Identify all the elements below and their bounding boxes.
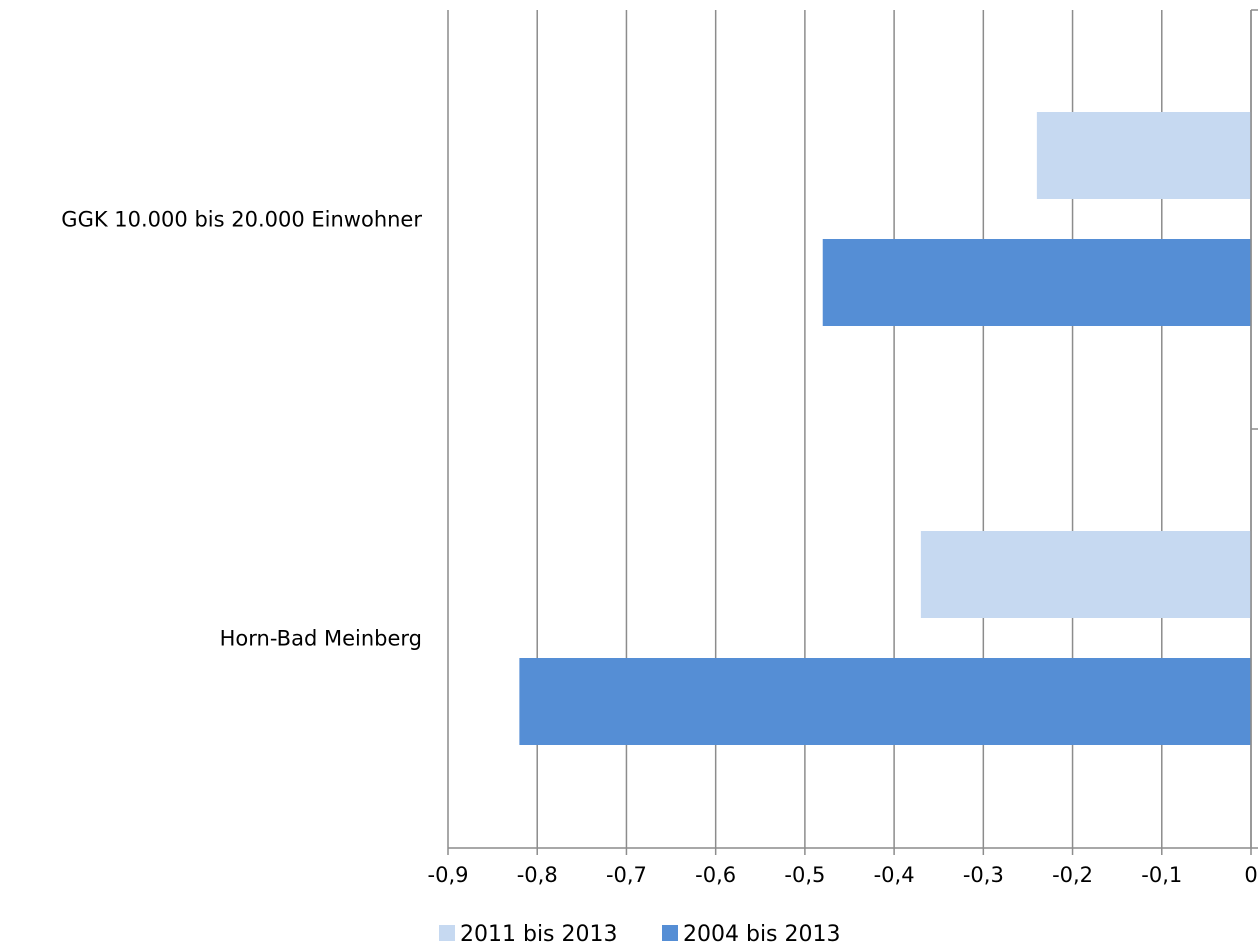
x-tick-labels: -0,9 -0,8 -0,7 -0,6 -0,5 -0,4 -0,3 -0,2 -0,1 0	[428, 863, 1258, 887]
x-tick-label: -0,5	[784, 863, 825, 887]
x-tick-label: -0,8	[517, 863, 558, 887]
bars	[519, 112, 1251, 745]
legend-swatch	[662, 925, 678, 941]
x-tick-label: -0,7	[606, 863, 647, 887]
x-tick-label: -0,4	[874, 863, 915, 887]
axes	[448, 9, 1258, 849]
category-label: GGK 10.000 bis 20.000 Einwohner	[61, 208, 422, 232]
legend-label: 2004 bis 2013	[683, 922, 841, 944]
legend-label: 2011 bis 2013	[460, 922, 618, 944]
x-tick-label: -0,2	[1052, 863, 1093, 887]
bar	[920, 531, 1251, 618]
category-label: Horn-Bad Meinberg	[220, 627, 422, 651]
x-tick-label: -0,6	[695, 863, 736, 887]
legend-swatch	[439, 925, 455, 941]
category-labels: GGK 10.000 bis 20.000 Einwohner Horn-Bad …	[61, 208, 422, 651]
bar	[519, 658, 1251, 745]
bar	[1036, 112, 1251, 199]
x-tick-label: -0,3	[963, 863, 1004, 887]
x-tick-label: -0,1	[1141, 863, 1182, 887]
x-tick-label: -0,9	[428, 863, 469, 887]
x-tick-label: 0	[1244, 863, 1257, 887]
bar	[822, 239, 1251, 326]
legend: 2011 bis 2013 2004 bis 2013	[439, 922, 841, 944]
